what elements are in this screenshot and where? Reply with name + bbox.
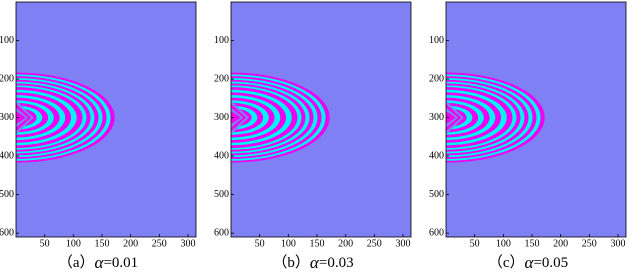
x-tick-label: 100 [281,238,296,249]
x-tick-label: 150 [524,238,539,249]
chevron [16,111,26,124]
chevron [231,111,241,124]
y-tick-label: 600 [214,227,229,238]
y-tick-label: 100 [214,35,229,46]
y-tick-label: 600 [429,227,444,238]
caption: （c）α=0.05 [488,253,568,272]
x-tick-label: 300 [395,238,410,249]
chevron [231,101,249,134]
x-tick-label: 100 [66,238,81,249]
x-tick-label: 200 [553,238,568,249]
y-tick-label: 400 [0,150,14,161]
x-tick-label: 250 [152,238,167,249]
x-tick-label: 250 [367,238,382,249]
y-tick-label: 300 [214,112,229,123]
y-tick-label: 200 [429,73,444,84]
x-tick-label: 200 [123,238,138,249]
caption-symbol: α [310,253,320,272]
x-tick-label: 150 [94,238,109,249]
plot-frame [445,1,627,238]
plot-area [231,2,411,237]
chevron [446,111,456,124]
caption: （b）α=0.03 [272,253,353,272]
x-tick-label: 200 [338,238,353,249]
chevron [446,104,462,131]
chevron [446,101,464,134]
caption-value: =0.05 [533,255,568,271]
x-tick-label: 50 [255,238,265,249]
y-tick-label: 100 [429,35,444,46]
y-tick-label: 400 [429,150,444,161]
y-tick-label: 300 [429,112,444,123]
y-tick-label: 500 [0,189,14,200]
plot-frame [230,1,412,238]
y-tick-label: 200 [0,73,14,84]
caption-value: =0.01 [103,255,138,271]
caption-label: （b） [272,254,310,271]
plot-area [446,2,626,237]
chevron [446,108,459,128]
x-tick-label: 300 [610,238,625,249]
caption-symbol: α [525,253,535,272]
x-tick-label: 300 [180,238,195,249]
x-tick-label: 150 [309,238,324,249]
x-tick-label: 50 [40,238,50,249]
chevron [16,101,34,134]
y-tick-label: 500 [214,189,229,200]
chevron [231,104,247,131]
caption-symbol: α [95,253,105,272]
y-tick-label: 600 [0,227,14,238]
x-tick-label: 50 [470,238,480,249]
chevron [16,104,32,131]
y-tick-label: 400 [214,150,229,161]
x-tick-label: 100 [496,238,511,249]
caption: （a）α=0.01 [58,253,138,272]
y-tick-label: 200 [214,73,229,84]
caption-label: （a） [58,254,95,271]
plot-frame [15,1,197,238]
x-tick-label: 250 [582,238,597,249]
plot-area [16,2,196,237]
y-tick-label: 100 [0,35,14,46]
chevron [231,108,244,128]
y-tick-label: 300 [0,112,14,123]
caption-label: （c） [488,254,525,271]
chevron [16,108,29,128]
caption-value: =0.03 [319,255,354,271]
y-tick-label: 500 [429,189,444,200]
